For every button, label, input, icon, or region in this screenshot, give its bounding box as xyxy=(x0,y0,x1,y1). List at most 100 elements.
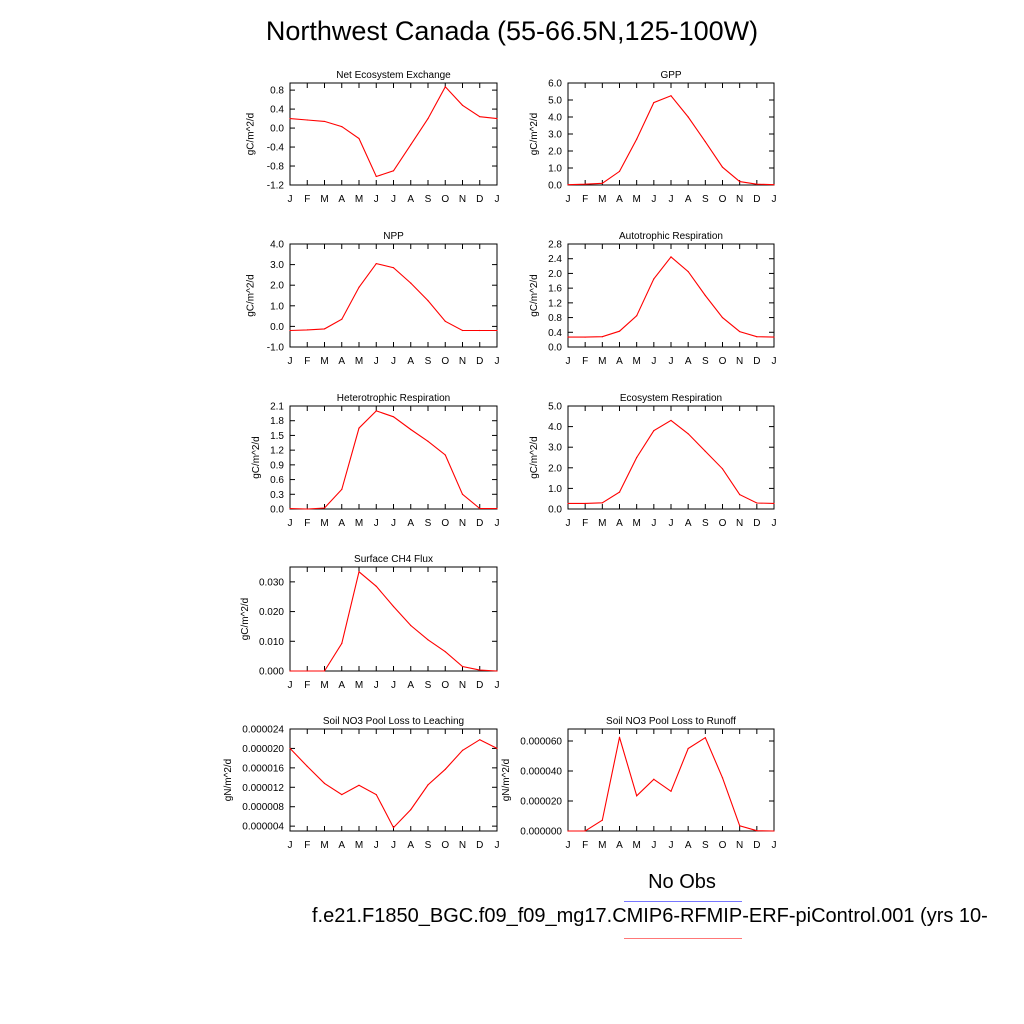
data-point xyxy=(375,410,377,412)
y-tick-label: 1.8 xyxy=(270,416,284,427)
y-tick-label: 0.6 xyxy=(270,475,284,486)
y-tick-label: 5.0 xyxy=(548,402,562,413)
plot-frame xyxy=(567,405,775,510)
x-tick-label: J xyxy=(374,518,379,529)
data-point xyxy=(306,508,308,510)
data-point xyxy=(341,318,343,320)
x-tick-label: J xyxy=(651,356,656,367)
y-axis-label: gC/m^2/d xyxy=(251,436,262,479)
data-point xyxy=(323,670,326,672)
y-tick-label: 0.9 xyxy=(270,460,284,471)
data-point xyxy=(584,183,586,185)
data-point xyxy=(756,336,758,338)
x-tick-label: J xyxy=(288,356,293,367)
y-axis-label: gN/m^2/d xyxy=(501,759,512,802)
data-point xyxy=(461,493,464,495)
x-tick-label: J xyxy=(374,194,379,205)
data-point xyxy=(461,104,464,106)
x-tick-label: M xyxy=(355,356,363,367)
x-tick-label: O xyxy=(719,194,727,205)
y-tick-label: 0.0 xyxy=(548,181,562,192)
data-point xyxy=(479,329,481,332)
legend-label: No Obs xyxy=(648,871,716,893)
data-point xyxy=(289,117,291,120)
y-tick-label: -0.4 xyxy=(267,143,285,154)
data-point xyxy=(410,428,412,431)
x-tick-label: A xyxy=(685,194,692,205)
x-tick-label: J xyxy=(495,356,500,367)
plot-frame xyxy=(567,82,775,186)
x-tick-label: N xyxy=(736,518,743,529)
x-tick-label: S xyxy=(425,840,432,851)
x-tick-label: F xyxy=(582,840,588,851)
data-point xyxy=(306,765,308,768)
run-caption: f.e21.F1850_BGC.f09_f09_mg17.CMIP6-RFMIP… xyxy=(312,905,988,927)
x-tick-label: O xyxy=(441,356,449,367)
data-point xyxy=(427,440,429,442)
data-point xyxy=(341,488,343,490)
y-tick-label: 2.4 xyxy=(548,254,562,265)
data-point xyxy=(392,605,395,608)
x-tick-label: J xyxy=(651,518,656,529)
x-tick-label: J xyxy=(374,840,379,851)
data-point xyxy=(721,777,724,779)
data-point xyxy=(636,795,638,797)
x-tick-label: J xyxy=(566,840,571,851)
x-tick-label: N xyxy=(459,840,466,851)
y-axis-label: gC/m^2/d xyxy=(529,274,540,317)
series-line xyxy=(290,570,498,672)
x-tick-label: S xyxy=(425,518,432,529)
plot-frame xyxy=(289,243,498,348)
data-point xyxy=(444,86,446,88)
y-tick-label: 2.1 xyxy=(270,402,284,413)
x-tick-label: S xyxy=(702,518,709,529)
x-tick-label: D xyxy=(476,680,483,691)
x-tick-label: J xyxy=(772,194,777,205)
y-tick-label: 0.8 xyxy=(548,313,562,324)
x-tick-label: J xyxy=(374,680,379,691)
x-tick-label: A xyxy=(616,194,623,205)
x-tick-label: N xyxy=(736,356,743,367)
data-point xyxy=(289,329,291,332)
data-point xyxy=(410,809,412,811)
x-tick-label: J xyxy=(288,680,293,691)
x-tick-label: J xyxy=(391,356,396,367)
y-tick-label: 4.0 xyxy=(548,113,562,124)
page-title: Northwest Canada (55-66.5N,125-100W) xyxy=(265,16,759,46)
y-tick-label: 1.2 xyxy=(548,298,562,309)
x-tick-label: J xyxy=(669,194,674,205)
x-tick-label: F xyxy=(304,840,310,851)
data-point xyxy=(653,778,655,780)
data-point xyxy=(704,141,706,143)
x-tick-label: A xyxy=(407,356,414,367)
data-point xyxy=(479,116,481,118)
data-point xyxy=(687,433,689,435)
chart-panel: J F M A M J J A S O N D J0.0000000.0000200.0000400.0… xyxy=(501,716,776,851)
plot-frame xyxy=(289,82,498,186)
data-point xyxy=(289,670,291,672)
x-tick-label: S xyxy=(702,194,709,205)
data-point xyxy=(358,784,360,786)
panel-title: Autotrophic Respiration xyxy=(619,231,723,242)
data-point xyxy=(567,830,569,832)
y-tick-label: 2.0 xyxy=(548,147,562,158)
y-tick-label: 0.000000 xyxy=(520,827,562,838)
y-axis-label: gC/m^2/d xyxy=(529,436,540,479)
plot-frame xyxy=(567,728,775,832)
chart-panel: J F M A M J J A S O N D J-1.00.01.02.03.04.0NPPgC/m^… xyxy=(246,231,500,367)
data-point xyxy=(323,120,326,123)
data-point xyxy=(375,793,377,796)
data-point xyxy=(773,502,775,505)
plot-frame xyxy=(567,243,775,348)
data-point xyxy=(323,328,326,330)
y-tick-label: 0.3 xyxy=(270,490,284,501)
data-point xyxy=(687,116,689,118)
x-tick-label: A xyxy=(338,680,345,691)
x-tick-label: S xyxy=(702,356,709,367)
x-tick-label: A xyxy=(616,356,623,367)
x-tick-label: M xyxy=(632,840,640,851)
data-point xyxy=(461,329,464,332)
x-tick-label: O xyxy=(719,356,727,367)
y-tick-label: 3.0 xyxy=(548,130,562,141)
x-tick-label: J xyxy=(391,840,396,851)
